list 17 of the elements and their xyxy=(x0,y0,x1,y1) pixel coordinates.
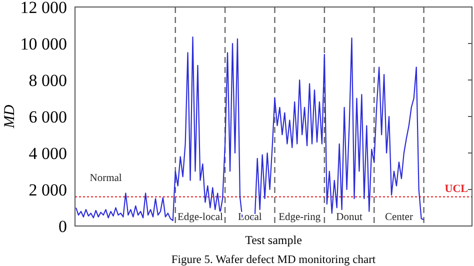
annotation: Edge-local xyxy=(177,212,224,223)
line-series xyxy=(75,36,424,222)
annotation: Normal xyxy=(90,173,122,184)
y-tick-label: 6 000 xyxy=(28,107,67,126)
y-tick-label: 10 000 xyxy=(20,34,67,54)
text: Figure 5. Wafer defect MD monitoring chart xyxy=(171,254,376,266)
y-tick-label: 0 xyxy=(58,216,67,236)
y-tick-label: 12 000 xyxy=(20,0,67,17)
x-axis-title: Test sample xyxy=(245,233,302,247)
ref-line-label: UCL xyxy=(444,182,468,195)
y-tick-label: 2 000 xyxy=(28,180,67,200)
y-axis-title: MD xyxy=(2,104,18,130)
annotation: Donut xyxy=(336,212,362,223)
y-tick-label: 4 000 xyxy=(28,144,67,163)
annotation: Edge-ring xyxy=(278,212,322,223)
y-tick-label: 8 000 xyxy=(28,70,67,90)
annotation: Center xyxy=(384,212,414,223)
